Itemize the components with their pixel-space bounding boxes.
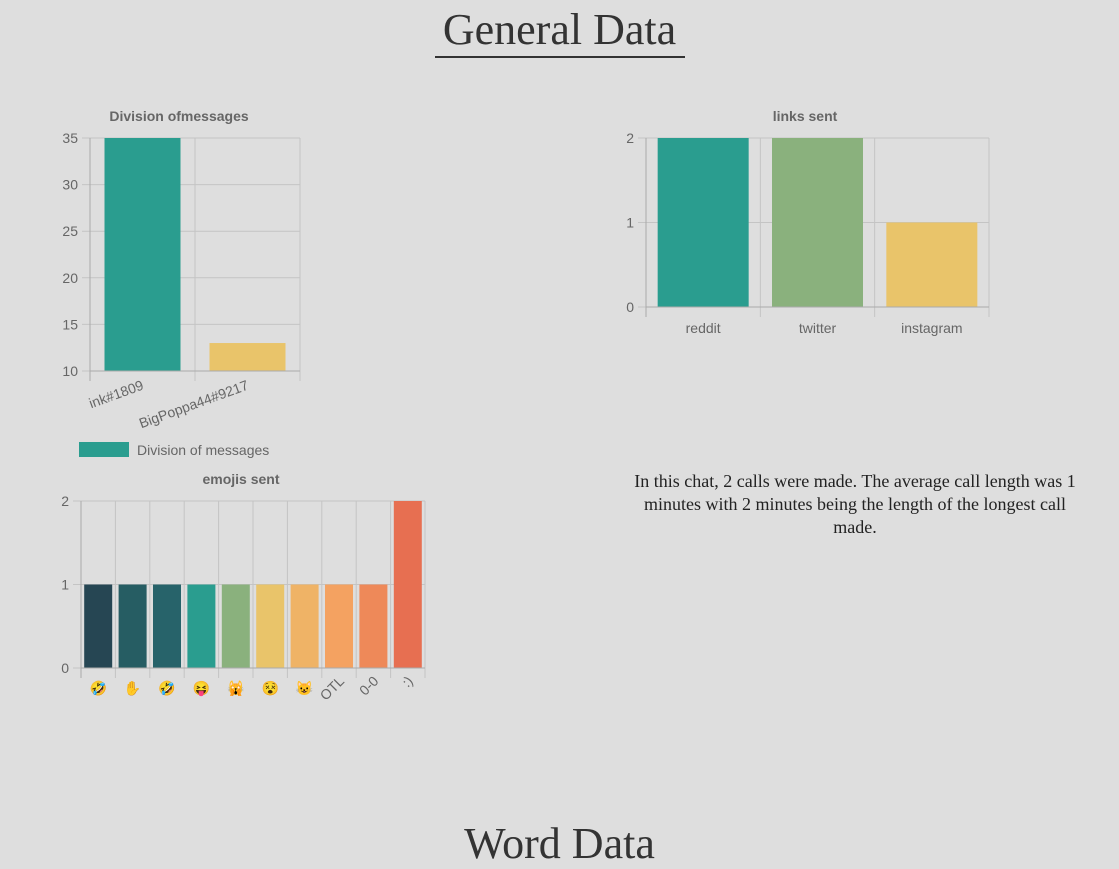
emoji-x-tick-label: 🙀 <box>227 680 245 697</box>
links-chart-title: links sent <box>773 108 838 124</box>
links-x-tick-label: instagram <box>901 320 962 336</box>
emoji-x-tick-label: ✋ <box>124 680 141 696</box>
links-x-tick-label: twitter <box>799 320 837 336</box>
messages-y-tick-label: 20 <box>62 270 78 286</box>
title-underline <box>435 56 685 58</box>
emojis-bar <box>359 584 388 668</box>
links-bar <box>772 138 863 307</box>
messages-chart-title: Division ofmessages <box>109 108 248 124</box>
emojis-bar <box>221 584 250 668</box>
emojis-bar <box>118 584 147 668</box>
emoji-x-tick-label: 🤣 <box>157 680 175 697</box>
emojis-bar <box>187 584 216 668</box>
messages-y-tick-label: 30 <box>62 177 78 193</box>
emojis-bar <box>290 584 319 668</box>
links-x-tick-label: reddit <box>686 320 721 336</box>
word-data-title: Word Data <box>464 819 655 868</box>
links-y-tick-label: 2 <box>626 130 634 146</box>
links-y-tick-label: 0 <box>626 299 634 315</box>
emojis-y-tick-label: 0 <box>61 660 69 676</box>
emojis-bar <box>84 584 113 668</box>
links-y-tick-label: 1 <box>626 215 634 231</box>
messages-legend-label: Division of messages <box>137 442 269 458</box>
emoji-x-tick-label: 🤣 <box>88 680 106 697</box>
emojis-y-tick-label: 2 <box>61 493 69 509</box>
messages-bar <box>104 138 181 371</box>
emoji-x-tick-label: 😵 <box>261 680 278 696</box>
messages-y-tick-label: 35 <box>62 130 78 146</box>
messages-legend-swatch <box>79 442 129 457</box>
emojis-bar <box>256 584 285 668</box>
emojis-bar <box>325 584 353 668</box>
calls-summary-text: In this chat, 2 calls were made. The ave… <box>634 471 1076 537</box>
messages-y-tick-label: 25 <box>62 223 78 239</box>
links-bar <box>657 138 749 307</box>
emojis-chart-title: emojis sent <box>202 471 279 487</box>
emoji-x-tick-label: 😺 <box>296 680 314 696</box>
emoji-x-tick-label: 😝 <box>193 680 210 697</box>
emojis-bar <box>393 501 422 668</box>
messages-x-tick-label: ink#1809 <box>87 377 146 412</box>
emojis-y-tick-label: 1 <box>61 577 69 593</box>
messages-bar <box>209 343 286 371</box>
messages-y-tick-label: 10 <box>62 363 78 379</box>
emoji-x-tick-label: OTL <box>317 673 348 704</box>
messages-x-tick-label: BigPoppa44#9217 <box>137 377 251 432</box>
emoji-x-tick-label: :) <box>399 673 416 690</box>
general-data-title: General Data <box>442 5 677 54</box>
emojis-bar <box>153 584 181 668</box>
messages-y-tick-label: 15 <box>62 316 78 332</box>
links-bar <box>886 222 978 307</box>
emoji-x-tick-label: 0-0 <box>356 673 382 699</box>
